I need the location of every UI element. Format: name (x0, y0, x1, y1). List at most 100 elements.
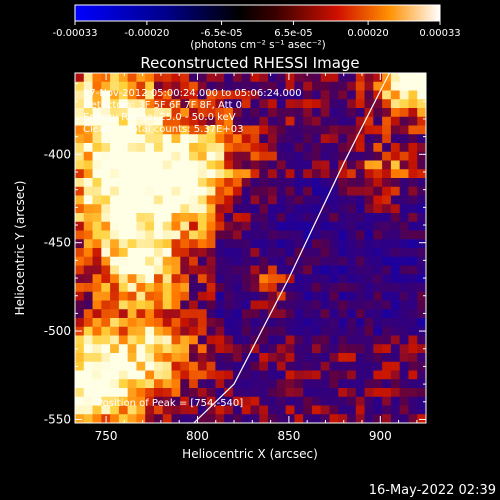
heatmap-cell (250, 204, 260, 214)
heatmap-cell (118, 204, 129, 214)
heatmap-cell (110, 204, 120, 214)
heatmap-cell (189, 125, 199, 135)
heatmap-cell (285, 361, 295, 371)
heatmap-cell (259, 213, 269, 223)
heatmap-cell (355, 300, 365, 310)
heatmap-cell (197, 160, 208, 170)
heatmap-cell (390, 396, 401, 406)
heatmap-cell (399, 283, 409, 293)
heatmap-cell (180, 81, 190, 91)
heatmap-cell (241, 108, 251, 118)
heatmap-cell (373, 300, 383, 310)
heatmap-cell (189, 326, 199, 336)
heatmap-cell (215, 90, 225, 100)
heatmap-cell (294, 361, 304, 371)
heatmap-cell (162, 108, 172, 118)
heatmap-cell (206, 344, 216, 354)
heatmap-cell (110, 90, 120, 100)
heatmap-cell (206, 73, 216, 83)
heatmap-cell (417, 143, 426, 153)
heatmap-cell (390, 108, 401, 118)
heatmap-cell (215, 213, 225, 223)
heatmap-cell (417, 256, 426, 266)
heatmap-cell (180, 396, 190, 406)
heatmap-cell (197, 239, 208, 249)
heatmap-cell (250, 283, 260, 293)
heatmap-cell (355, 256, 365, 266)
heatmap-cell (268, 248, 278, 258)
heatmap-cell (92, 291, 102, 301)
heatmap-cell (215, 370, 225, 380)
annotation-energy: Energy Range: 25.0 - 50.0 keV (83, 112, 236, 123)
heatmap-cell (408, 221, 418, 231)
heatmap-cell (347, 178, 357, 188)
heatmap-cell (215, 396, 225, 406)
heatmap-cell (224, 300, 234, 310)
heatmap-cell (136, 221, 146, 231)
heatmap-cell (285, 125, 295, 135)
heatmap-cell (189, 265, 199, 275)
heatmap-cell (127, 370, 137, 380)
heatmap-cell (118, 143, 129, 153)
heatmap-cell (373, 361, 383, 371)
heatmap-cell (153, 169, 164, 179)
heatmap-cell (101, 178, 111, 188)
heatmap-cell (171, 186, 181, 196)
heatmap-cell (303, 73, 313, 83)
heatmap-cell (241, 370, 251, 380)
heatmap-cell (347, 160, 357, 170)
heatmap-cell (136, 230, 146, 240)
heatmap-cell (329, 309, 339, 319)
heatmap-cell (171, 248, 181, 258)
heatmap-cell (268, 265, 278, 275)
heatmap-cell (162, 283, 172, 293)
heatmap-cell (329, 300, 339, 310)
heatmap-cell (197, 256, 208, 266)
heatmap-cell (268, 186, 278, 196)
heatmap-cell (399, 151, 409, 161)
heatmap-cell (180, 108, 190, 118)
heatmap-cell (320, 151, 330, 161)
heatmap-cell (390, 291, 401, 301)
heatmap-cell (153, 221, 164, 231)
heatmap-cell (118, 99, 129, 109)
heatmap-cell (303, 178, 313, 188)
heatmap-cell (329, 396, 339, 406)
heatmap-cell (127, 160, 137, 170)
heatmap-cell (329, 248, 339, 258)
heatmap-cell (268, 169, 278, 179)
heatmap-cell (171, 326, 181, 336)
heatmap-cell (136, 213, 146, 223)
heatmap-cell (224, 405, 234, 415)
heatmap-cell (364, 134, 374, 144)
heatmap-cell (127, 213, 137, 223)
heatmap-cell (110, 73, 120, 83)
heatmap-cell (127, 283, 137, 293)
heatmap-cell (382, 186, 392, 196)
heatmap-cell (347, 151, 357, 161)
heatmap-cell (276, 370, 287, 380)
heatmap-cell (373, 195, 383, 205)
heatmap-cell (294, 116, 304, 126)
heatmap-cell (259, 274, 269, 284)
heatmap-cell (189, 90, 199, 100)
heatmap-cell (294, 221, 304, 231)
heatmap-cell (320, 143, 330, 153)
heatmap-cell (162, 274, 172, 284)
heatmap-cell (390, 99, 401, 109)
heatmap-cell (329, 230, 339, 240)
heatmap-cell (110, 213, 120, 223)
heatmap-cell (303, 361, 313, 371)
heatmap-cell (382, 81, 392, 91)
heatmap-cell (408, 326, 418, 336)
heatmap-cell (329, 160, 339, 170)
heatmap-cell (83, 326, 93, 336)
heatmap-cell (303, 379, 313, 389)
heatmap-cell (347, 265, 357, 275)
heatmap-cell (83, 300, 93, 310)
heatmap-cell (338, 99, 348, 109)
heatmap-cell (101, 291, 111, 301)
heatmap-cell (373, 405, 383, 415)
heatmap-cell (180, 256, 190, 266)
heatmap-cell (197, 90, 208, 100)
